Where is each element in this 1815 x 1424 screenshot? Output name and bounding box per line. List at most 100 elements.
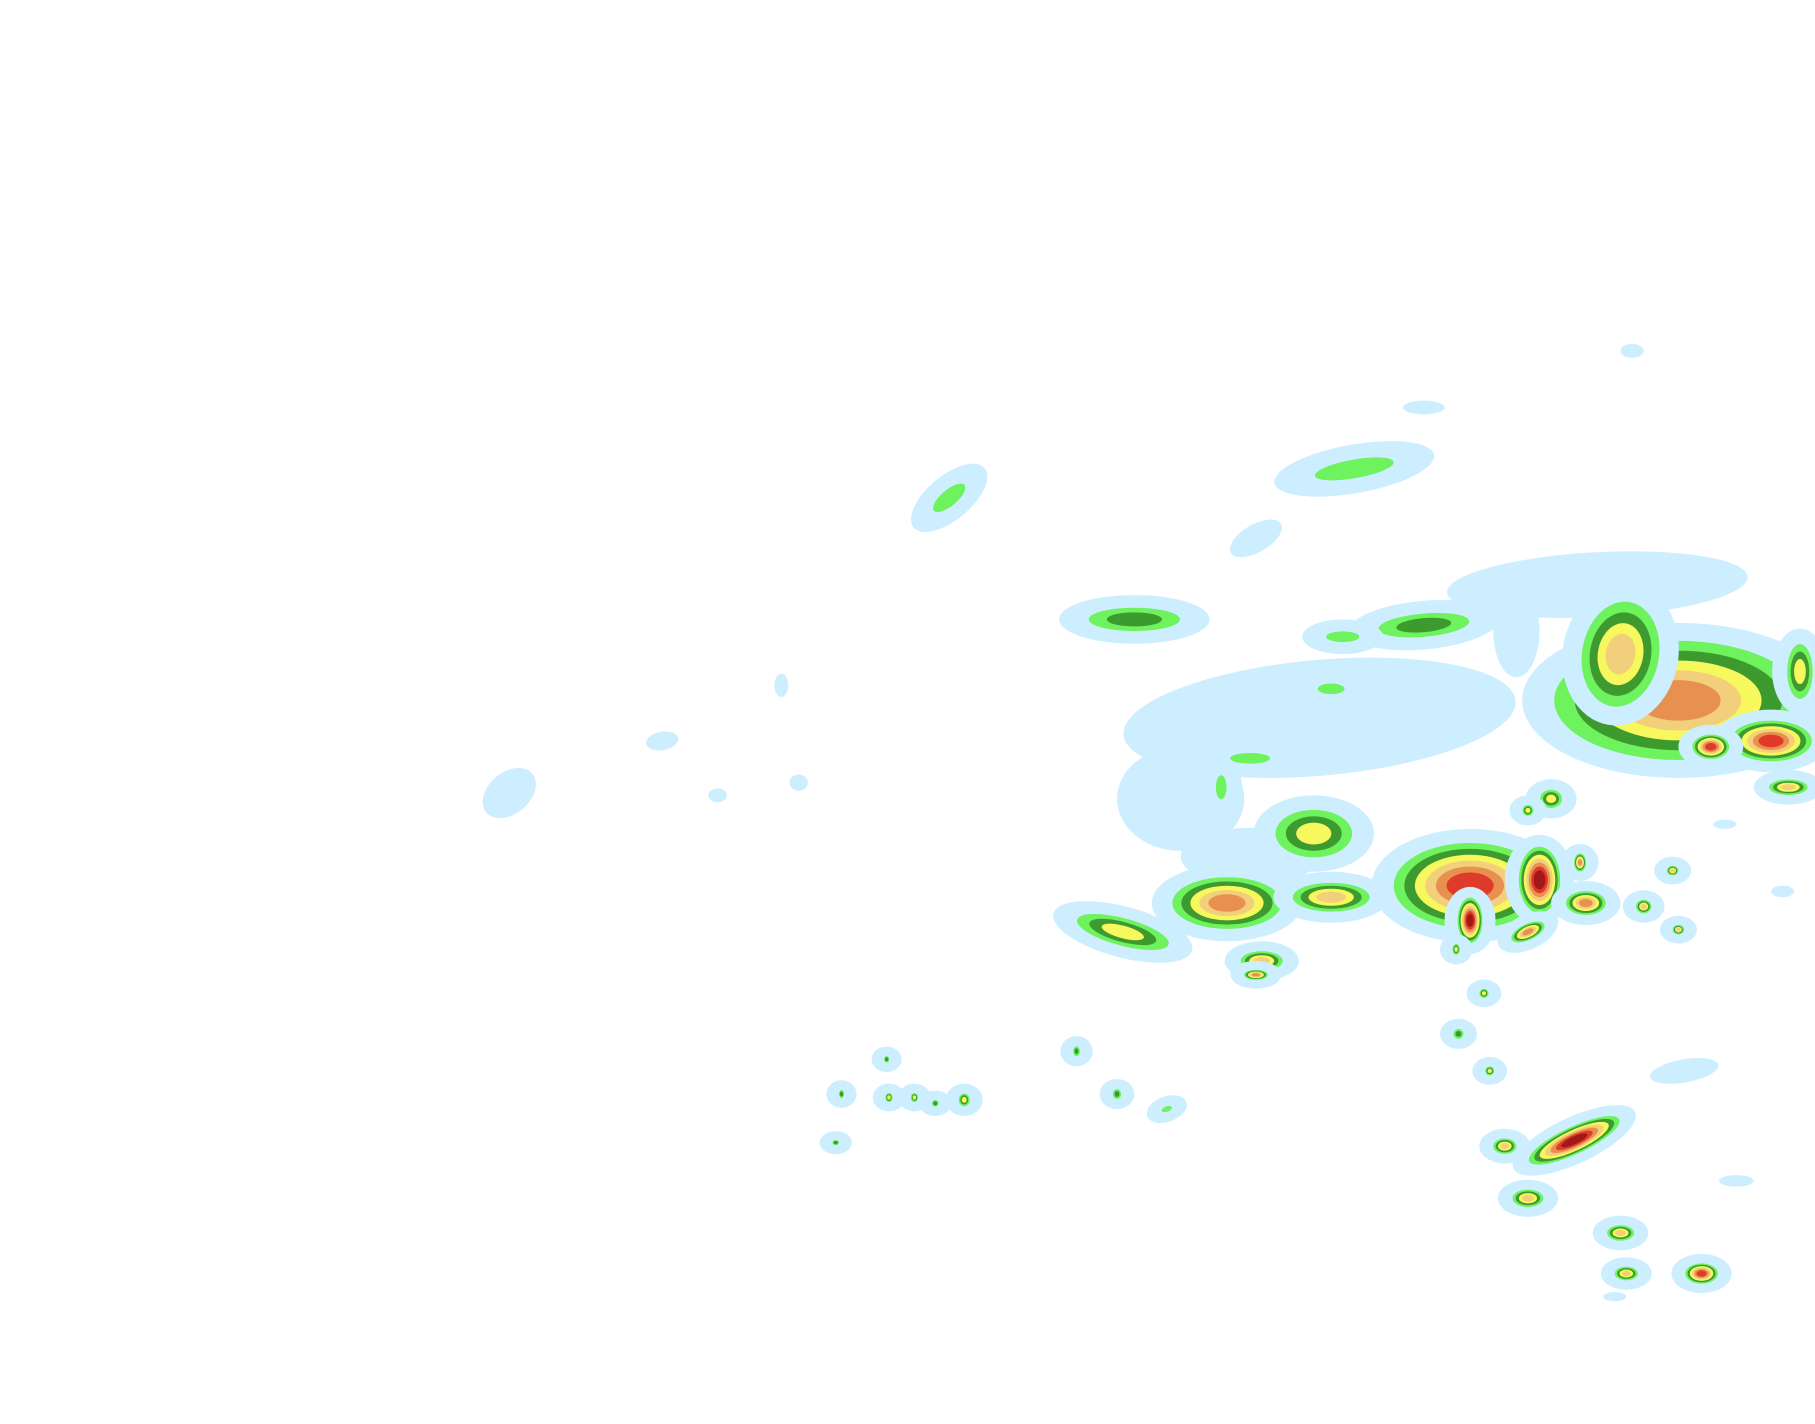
reflectivity-level-3 <box>1546 794 1557 804</box>
reflectivity-level-3 <box>1454 946 1458 952</box>
precipitation-cell <box>1512 1105 1636 1176</box>
reflectivity-level-2 <box>1396 617 1452 633</box>
reflectivity-level-0 <box>789 774 808 791</box>
reflectivity-level-5 <box>1579 898 1593 908</box>
reflectivity-level-0 <box>708 788 727 803</box>
precipitation-cell <box>910 463 988 533</box>
precipitation-cells <box>482 343 1815 1302</box>
reflectivity-level-4 <box>1522 1194 1534 1202</box>
reflectivity-level-0 <box>1603 1292 1627 1302</box>
reflectivity-level-1 <box>1317 683 1345 695</box>
reflectivity-level-3 <box>912 1095 917 1100</box>
precipitation-cell <box>1772 628 1815 715</box>
reflectivity-level-0 <box>1771 885 1795 898</box>
reflectivity-level-4 <box>1615 1230 1626 1236</box>
precipitation-cell <box>1472 1057 1508 1085</box>
precipitation-cell <box>1229 519 1282 558</box>
reflectivity-level-0 <box>1493 584 1540 678</box>
precipitation-cell <box>919 1090 952 1117</box>
precipitation-cell <box>1497 911 1559 953</box>
reflectivity-level-3 <box>1101 923 1144 941</box>
precipitation-cell <box>1551 881 1621 926</box>
precipitation-cell <box>482 767 536 819</box>
precipitation-cell <box>871 1046 902 1073</box>
reflectivity-level-2 <box>1074 1048 1079 1055</box>
reflectivity-level-4 <box>1780 784 1796 791</box>
reflectivity-level-3 <box>1525 807 1531 813</box>
precipitation-cell <box>1146 1095 1187 1124</box>
precipitation-cell <box>1622 890 1665 923</box>
reflectivity-level-4 <box>1621 1270 1631 1277</box>
precipitation-cell <box>1713 819 1737 829</box>
precipitation-cell <box>1561 843 1599 882</box>
reflectivity-level-0 <box>646 731 679 751</box>
precipitation-cell <box>1296 671 1366 707</box>
reflectivity-level-4 <box>1500 1143 1510 1150</box>
reflectivity-level-1 <box>1215 775 1227 800</box>
reflectivity-level-3 <box>1481 991 1487 996</box>
reflectivity-level-0 <box>1620 343 1644 358</box>
reflectivity-level-4 <box>1670 868 1675 873</box>
precipitation-cell <box>646 731 679 751</box>
reflectivity-level-5 <box>1577 859 1583 866</box>
precipitation-cell <box>1200 758 1243 817</box>
reflectivity-level-0 <box>1718 1175 1754 1187</box>
precipitation-cell <box>1659 915 1697 944</box>
reflectivity-level-3 <box>1487 1068 1492 1073</box>
precipitation-cell <box>1713 709 1815 773</box>
precipitation-cell <box>1509 795 1547 826</box>
reflectivity-level-5 <box>1251 973 1260 977</box>
precipitation-cell <box>1099 1078 1135 1110</box>
precipitation-cell <box>1497 1179 1559 1217</box>
precipitation-cell <box>1718 1175 1754 1187</box>
reflectivity-level-7 <box>1533 870 1546 890</box>
reflectivity-level-4 <box>1316 891 1346 903</box>
reflectivity-level-6 <box>1696 1270 1707 1277</box>
reflectivity-level-1 <box>933 483 966 513</box>
reflectivity-level-0 <box>1402 400 1445 415</box>
reflectivity-level-0 <box>1713 819 1737 829</box>
precipitation-cell <box>1230 960 1282 989</box>
precipitation-cell <box>1592 1215 1649 1251</box>
reflectivity-level-1 <box>1314 457 1394 481</box>
reflectivity-level-7 <box>1466 913 1474 927</box>
reflectivity-level-6 <box>1758 734 1784 748</box>
precipitation-cell <box>1493 584 1540 678</box>
precipitation-cell <box>1620 343 1644 358</box>
precipitation-cell <box>1439 1018 1478 1049</box>
precipitation-cell <box>1059 595 1210 644</box>
reflectivity-level-4 <box>1640 903 1647 910</box>
reflectivity-level-0 <box>1229 519 1282 558</box>
reflectivity-level-7 <box>1561 1133 1588 1148</box>
reflectivity-level-2 <box>833 1140 838 1145</box>
precipitation-cell <box>1402 400 1445 415</box>
precipitation-cell <box>1562 582 1679 726</box>
precipitation-cell <box>1060 1036 1093 1067</box>
reflectivity-level-5 <box>1208 894 1246 912</box>
precipitation-cell <box>1671 1253 1732 1294</box>
reflectivity-level-1 <box>1326 631 1360 643</box>
precipitation-cell <box>1053 901 1193 963</box>
precipitation-cell <box>872 1083 906 1112</box>
precipitation-cell <box>1302 619 1384 655</box>
reflectivity-level-0 <box>482 767 536 819</box>
precipitation-cell <box>826 1080 857 1108</box>
reflectivity-level-2 <box>884 1057 889 1062</box>
reflectivity-level-3 <box>1794 658 1806 685</box>
precipitation-cell <box>1479 1128 1531 1164</box>
precipitation-cell <box>1654 856 1692 885</box>
reflectivity-level-2 <box>1114 1091 1120 1098</box>
reflectivity-level-2 <box>933 1101 938 1106</box>
reflectivity-level-4 <box>1605 633 1636 675</box>
precipitation-cell <box>1444 886 1496 954</box>
precipitation-cell <box>1771 885 1795 898</box>
precipitation-cell <box>1348 600 1499 651</box>
reflectivity-level-5 <box>1522 928 1534 936</box>
reflectivity-level-0 <box>1649 1057 1719 1084</box>
precipitation-cell <box>1600 1257 1652 1290</box>
precipitation-cell <box>819 1131 852 1155</box>
reflectivity-level-1 <box>1230 752 1271 764</box>
precipitation-cell <box>945 1083 983 1117</box>
precipitation-cell <box>1466 979 1502 1008</box>
